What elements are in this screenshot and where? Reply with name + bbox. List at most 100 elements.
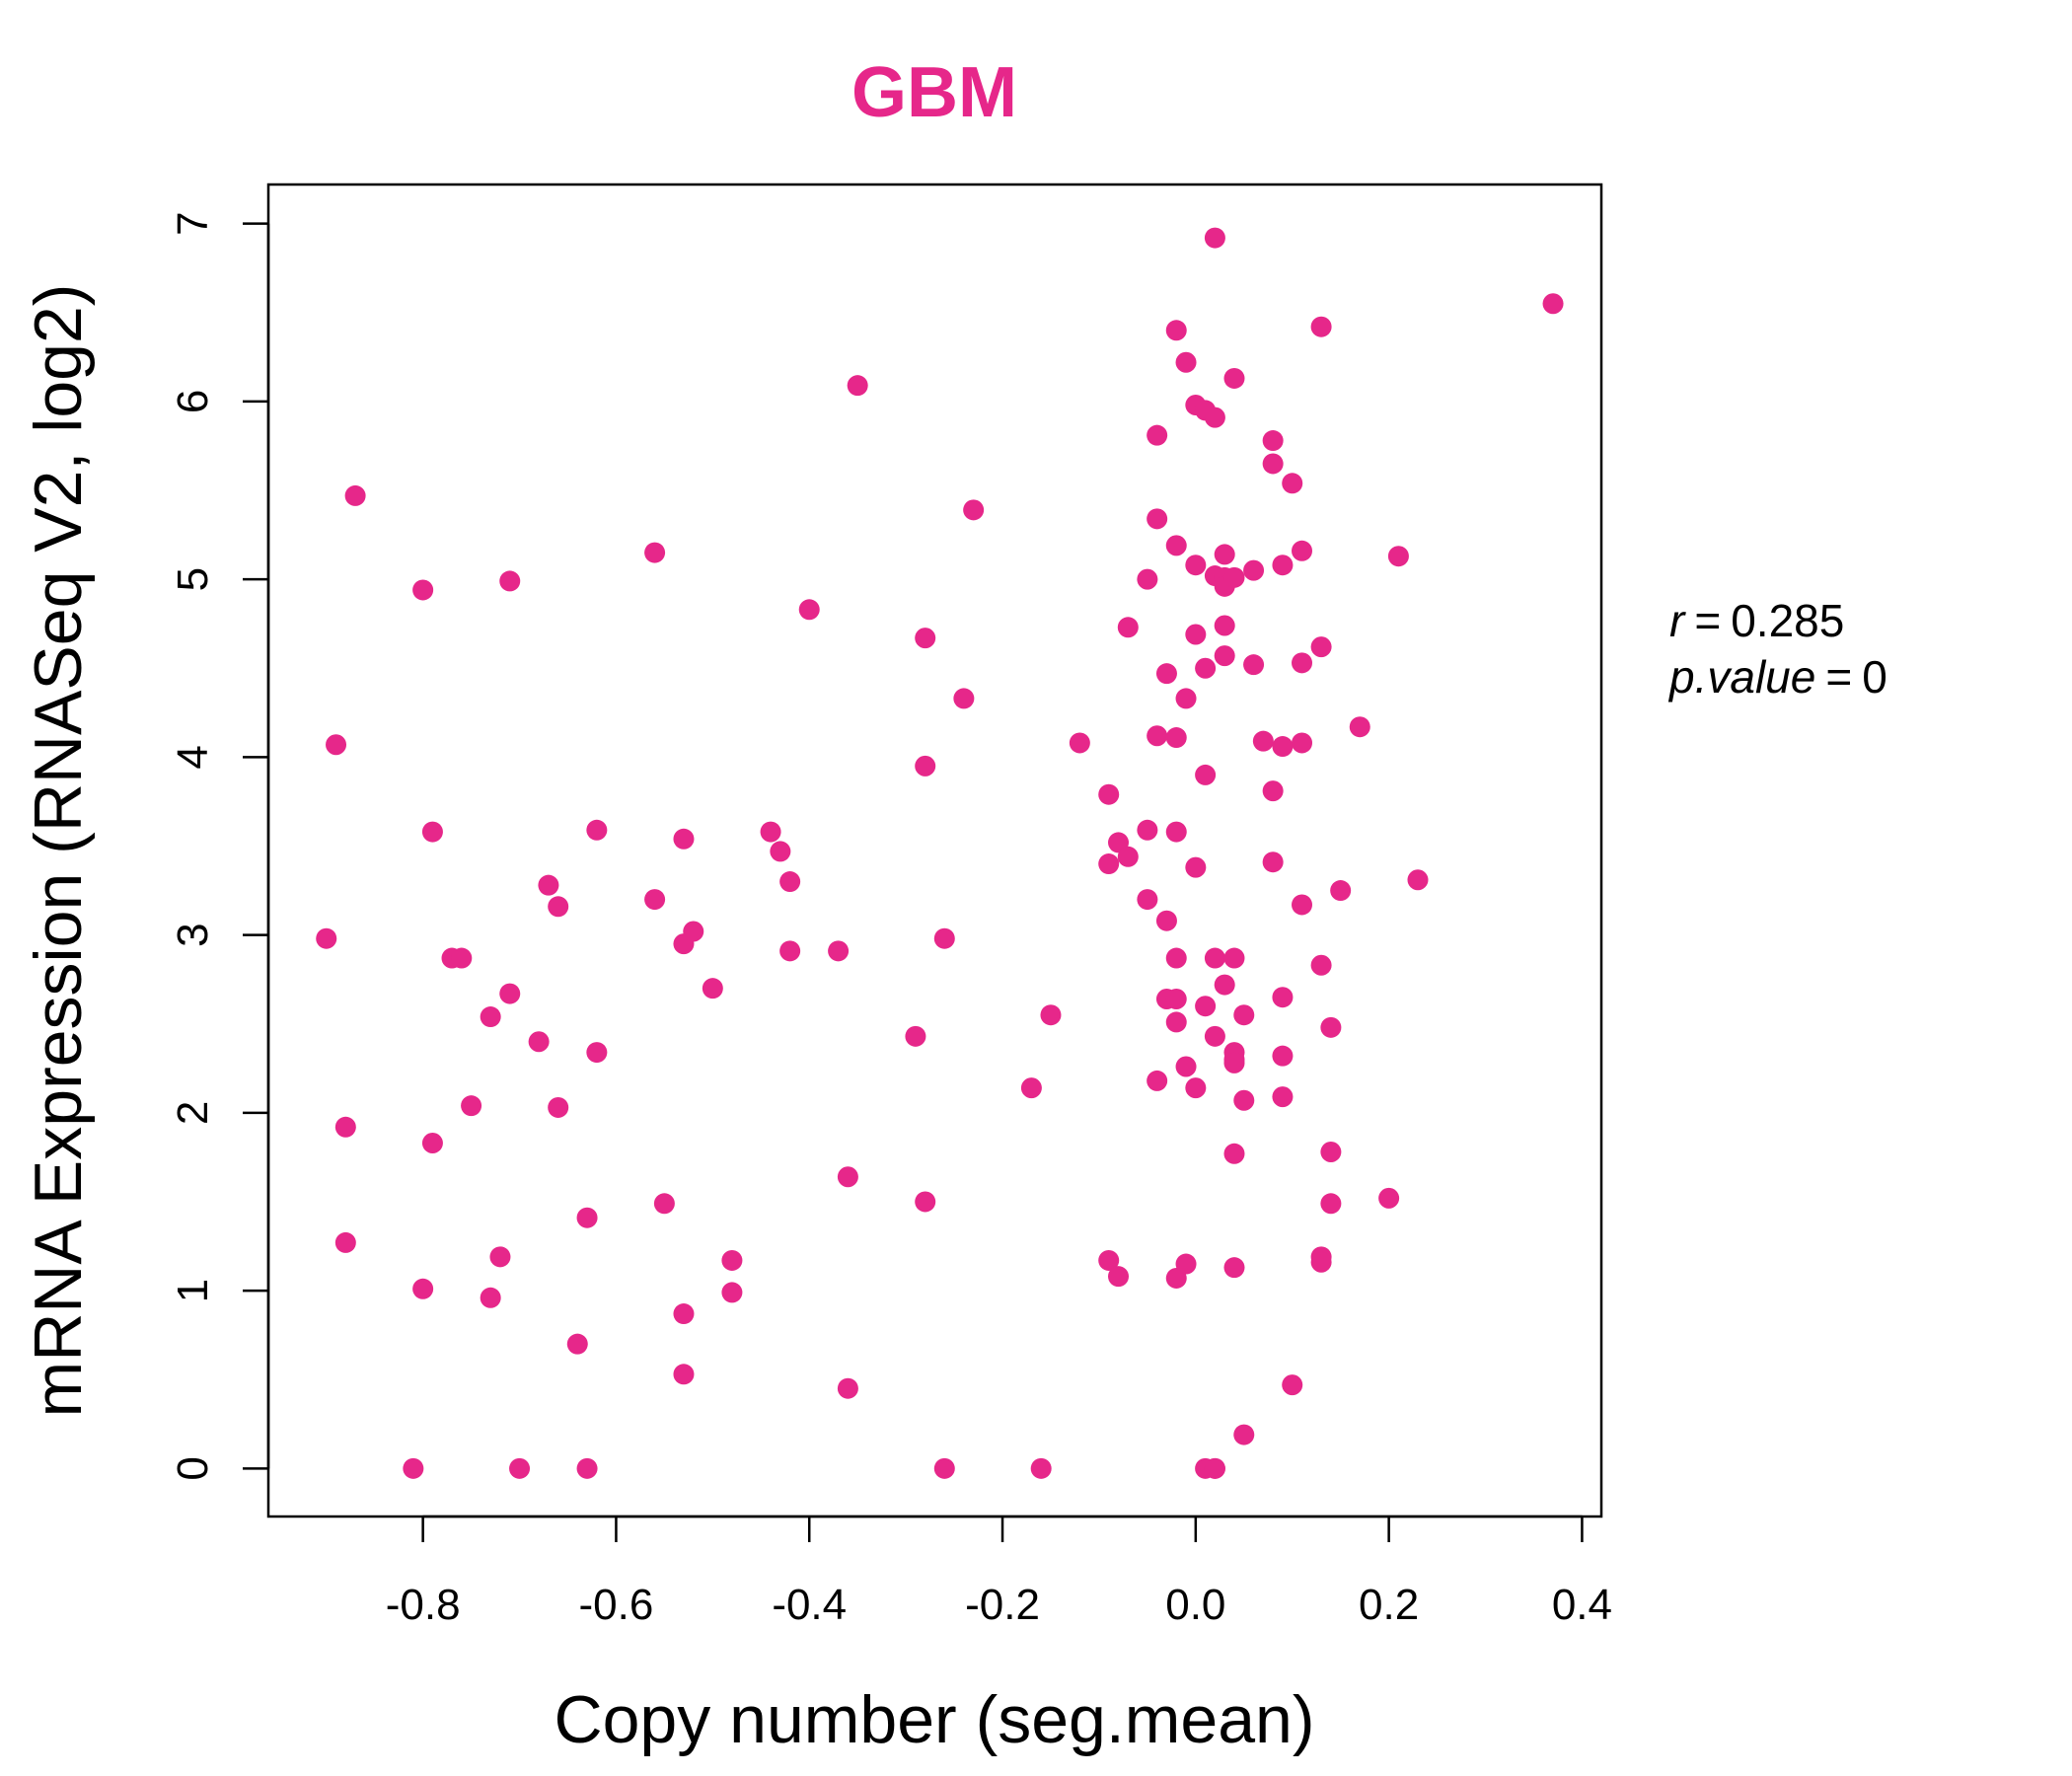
- data-point: [1204, 947, 1225, 969]
- data-point: [770, 841, 791, 862]
- data-point: [673, 1303, 695, 1325]
- data-point: [905, 1025, 926, 1047]
- data-point: [1330, 880, 1352, 902]
- data-point: [403, 1457, 424, 1479]
- data-point: [421, 821, 443, 843]
- data-point: [1243, 559, 1265, 581]
- data-point: [1040, 1004, 1062, 1026]
- data-point: [1252, 730, 1274, 752]
- data-point: [673, 1364, 695, 1385]
- data-point: [1310, 1251, 1332, 1273]
- data-point: [1233, 1004, 1255, 1026]
- data-point: [1165, 727, 1187, 749]
- data-point: [480, 1006, 501, 1028]
- data-point: [1185, 1077, 1207, 1099]
- data-point: [1214, 544, 1235, 565]
- data-point: [1387, 546, 1409, 567]
- data-point: [499, 983, 521, 1004]
- data-point: [1310, 954, 1332, 976]
- data-point: [334, 1116, 356, 1138]
- data-point: [1320, 1193, 1342, 1215]
- x-tick-label: -0.2: [965, 1581, 1040, 1629]
- data-point: [344, 484, 366, 506]
- data-point: [1165, 821, 1187, 843]
- data-point: [316, 927, 337, 949]
- p-label: p.value: [1667, 651, 1815, 703]
- data-point: [1243, 654, 1265, 676]
- data-point: [1349, 716, 1370, 738]
- data-point: [721, 1282, 743, 1303]
- data-point: [1098, 1249, 1120, 1271]
- data-point: [566, 1333, 588, 1355]
- data-point: [1262, 780, 1284, 802]
- data-point: [1185, 856, 1207, 878]
- data-point: [953, 688, 975, 709]
- data-point: [760, 821, 781, 843]
- data-point: [1020, 1077, 1042, 1099]
- data-point: [1147, 508, 1168, 530]
- data-point: [1282, 1374, 1303, 1396]
- data-point: [1117, 617, 1139, 638]
- data-point: [1262, 430, 1284, 452]
- data-point: [779, 940, 801, 962]
- data-point: [1147, 725, 1168, 747]
- data-point: [1165, 535, 1187, 556]
- data-point: [1165, 1011, 1187, 1033]
- data-point: [1310, 636, 1332, 658]
- data-point: [653, 1193, 675, 1215]
- data-point: [1223, 367, 1245, 389]
- y-tick-label: 7: [169, 211, 217, 235]
- data-point: [1204, 1457, 1225, 1479]
- data-point: [451, 947, 473, 969]
- data-point: [412, 579, 434, 601]
- data-point: [915, 755, 936, 777]
- data-point: [963, 499, 985, 521]
- data-point: [1310, 316, 1332, 337]
- x-tick-label: 0.0: [1165, 1581, 1225, 1629]
- data-point: [509, 1457, 531, 1479]
- data-point: [1320, 1142, 1342, 1163]
- data-point: [847, 375, 868, 397]
- data-point: [586, 819, 608, 841]
- data-point: [1185, 624, 1207, 645]
- data-point: [1155, 910, 1177, 931]
- data-point: [1165, 989, 1187, 1010]
- data-point: [1282, 473, 1303, 494]
- data-point: [1292, 894, 1313, 916]
- data-point: [1204, 407, 1225, 428]
- data-point: [933, 927, 955, 949]
- data-point: [489, 1246, 511, 1268]
- x-axis-title: Copy number (seg.mean): [554, 1682, 1314, 1757]
- data-point: [1147, 1070, 1168, 1091]
- correlation-stats: r = 0.285 p.value = 0: [1667, 595, 1887, 703]
- data-point: [1137, 568, 1158, 590]
- data-point: [1233, 1424, 1255, 1445]
- data-point: [1098, 783, 1120, 805]
- data-point: [326, 734, 347, 756]
- data-point: [1195, 764, 1217, 785]
- y-tick-label: 5: [169, 567, 217, 591]
- x-tick-label: -0.8: [386, 1581, 461, 1629]
- data-points: [316, 227, 1564, 1479]
- data-point: [1185, 555, 1207, 576]
- data-point: [1223, 1052, 1245, 1073]
- data-point: [1292, 652, 1313, 674]
- data-point: [1320, 1016, 1342, 1038]
- data-point: [1204, 1025, 1225, 1047]
- y-tick-label: 0: [169, 1456, 217, 1480]
- data-point: [779, 871, 801, 893]
- data-point: [576, 1207, 598, 1228]
- data-point: [1098, 853, 1120, 875]
- data-point: [702, 978, 723, 999]
- data-point: [837, 1166, 858, 1188]
- y-axis: 0 1 2 3 4 5 6 7: [169, 211, 270, 1481]
- data-point: [683, 921, 704, 942]
- data-point: [644, 542, 666, 563]
- data-point: [1137, 819, 1158, 841]
- p-value-stat: p.value = 0: [1667, 651, 1887, 703]
- data-point: [933, 1457, 955, 1479]
- data-point: [1233, 1089, 1255, 1111]
- data-point: [1223, 566, 1245, 588]
- y-axis-title: mRNA Expression (RNASeq V2, log2): [21, 284, 96, 1418]
- data-point: [1262, 453, 1284, 475]
